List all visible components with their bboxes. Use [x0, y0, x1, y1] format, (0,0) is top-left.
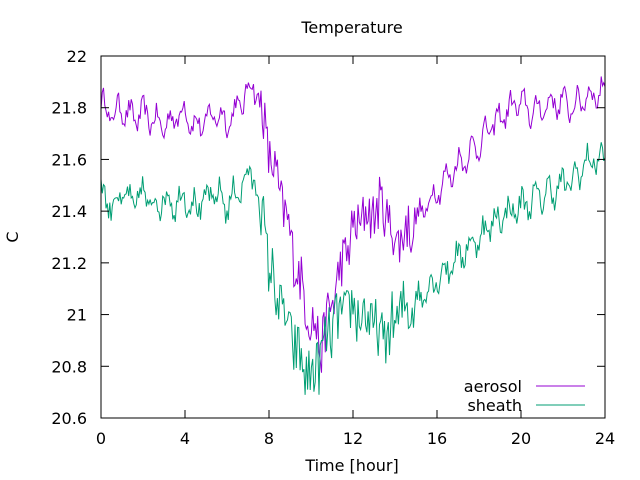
x-tick-label: 24: [595, 429, 615, 448]
chart-title: Temperature: [300, 18, 402, 37]
y-tick-label: 21: [67, 306, 87, 325]
series-line-sheath: [100, 142, 606, 395]
y-tick-label: 20.6: [51, 409, 87, 428]
y-tick-label: 21.4: [51, 202, 87, 221]
series-line-aerosol: [100, 76, 606, 373]
legend-label: aerosol: [464, 377, 522, 396]
x-tick-label: 0: [96, 429, 106, 448]
y-tick-label: 21.2: [51, 254, 87, 273]
legend-label: sheath: [467, 396, 522, 415]
x-tick-label: 4: [180, 429, 190, 448]
x-tick-label: 8: [264, 429, 274, 448]
x-tick-label: 20: [511, 429, 531, 448]
plot-frame: [100, 55, 606, 419]
y-tick-label: 21.8: [51, 99, 87, 118]
y-tick-label: 21.6: [51, 150, 87, 169]
x-tick-label: 16: [427, 429, 447, 448]
y-tick-label: 22: [67, 47, 87, 66]
plot-lines: [100, 76, 606, 395]
y-axis-label: C: [3, 231, 22, 242]
x-tick-label: 12: [343, 429, 363, 448]
axis-ticks: 0 4 8 12 16 20 24 20.6 20.8 21 21.2 21.4 21.6 21.8 22: [51, 47, 615, 448]
x-axis-label: Time [hour]: [304, 456, 398, 475]
y-tick-label: 20.8: [51, 357, 87, 376]
